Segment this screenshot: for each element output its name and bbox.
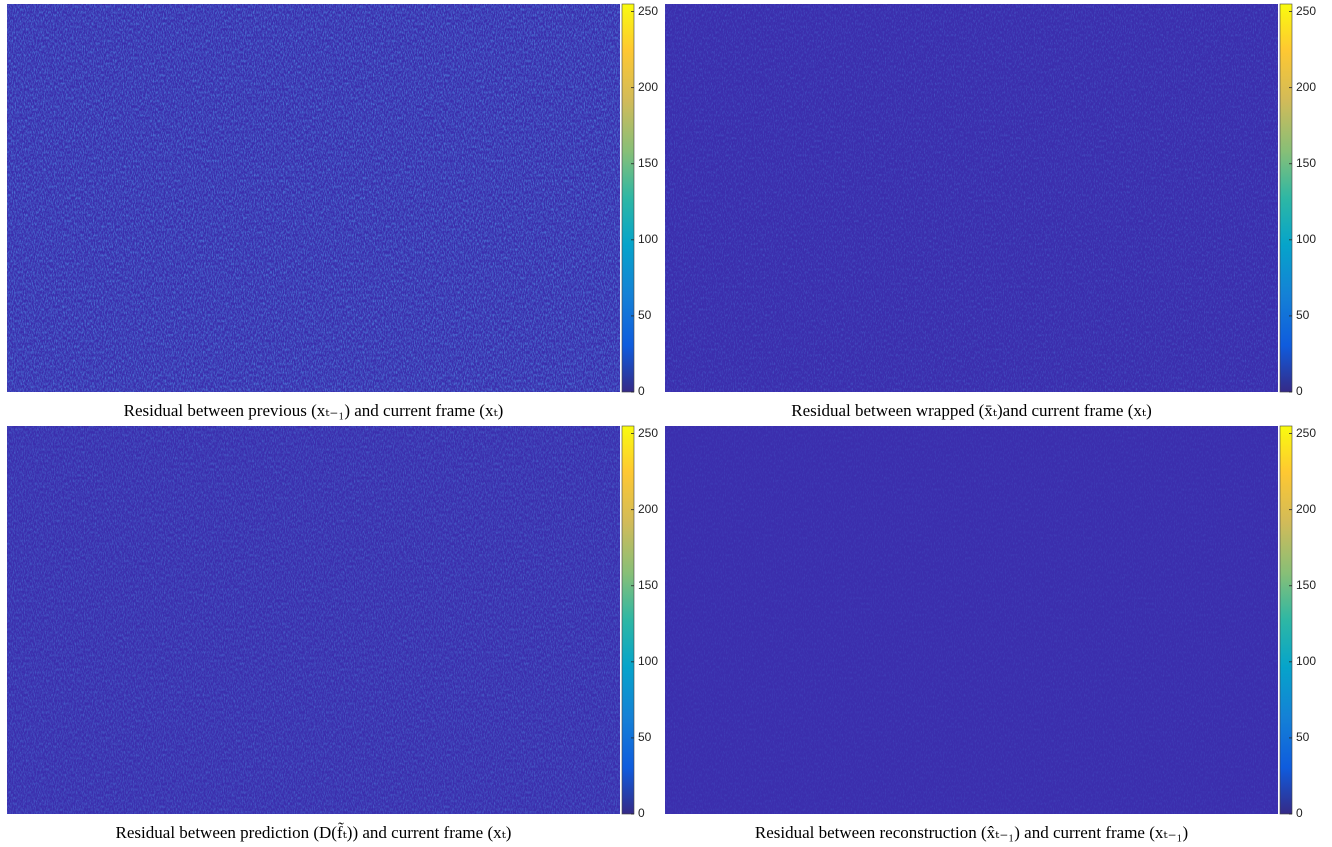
caption: Residual between previous (xₜ₋₁) and cur… — [124, 401, 504, 420]
colorbar-tick-label: 200 — [1296, 502, 1316, 516]
colorbar-tick-label: 150 — [1296, 156, 1316, 170]
caption: Residual between wrapped (x̄ₜ)and curren… — [791, 401, 1152, 420]
colorbar-tick-label: 100 — [638, 654, 658, 668]
caption: Residual between prediction (D(f̃ₜ)) and… — [116, 823, 512, 842]
colorbar — [621, 3, 635, 393]
colorbar-tick-label: 250 — [1296, 4, 1316, 18]
colorbar-tick-label: 100 — [1296, 654, 1316, 668]
colorbar-tick-label: 250 — [1296, 426, 1316, 440]
colorbar-tick-label: 200 — [1296, 80, 1316, 94]
colorbar — [1279, 3, 1293, 393]
colorbar-tick-label: 100 — [1296, 232, 1316, 246]
caption: Residual between reconstruction (x̂ₜ₋₁) … — [755, 823, 1188, 842]
colorbar-tick-label: 50 — [638, 730, 652, 744]
colorbar — [1279, 425, 1293, 815]
colorbar-tick-label: 0 — [1296, 806, 1303, 820]
colorbar-tick-label: 50 — [1296, 308, 1310, 322]
colorbar-tick-label: 0 — [1296, 384, 1303, 398]
colorbar — [621, 425, 635, 815]
colorbar-tick-label: 250 — [638, 426, 658, 440]
colorbar-tick-label: 0 — [638, 384, 645, 398]
colorbar-tick-label: 50 — [1296, 730, 1310, 744]
colorbar-tick-label: 200 — [638, 80, 658, 94]
colorbar-tick-label: 50 — [638, 308, 652, 322]
residual-texture — [7, 426, 620, 814]
residual-texture — [7, 4, 620, 392]
colorbar-tick-label: 150 — [1296, 578, 1316, 592]
colorbar-tick-label: 0 — [638, 806, 645, 820]
residual-texture — [665, 426, 1278, 814]
colorbar-tick-label: 150 — [638, 156, 658, 170]
colorbar-tick-label: 150 — [638, 578, 658, 592]
colorbar-tick-label: 100 — [638, 232, 658, 246]
colorbar-tick-label: 200 — [638, 502, 658, 516]
residual-texture — [665, 4, 1278, 392]
colorbar-tick-label: 250 — [638, 4, 658, 18]
